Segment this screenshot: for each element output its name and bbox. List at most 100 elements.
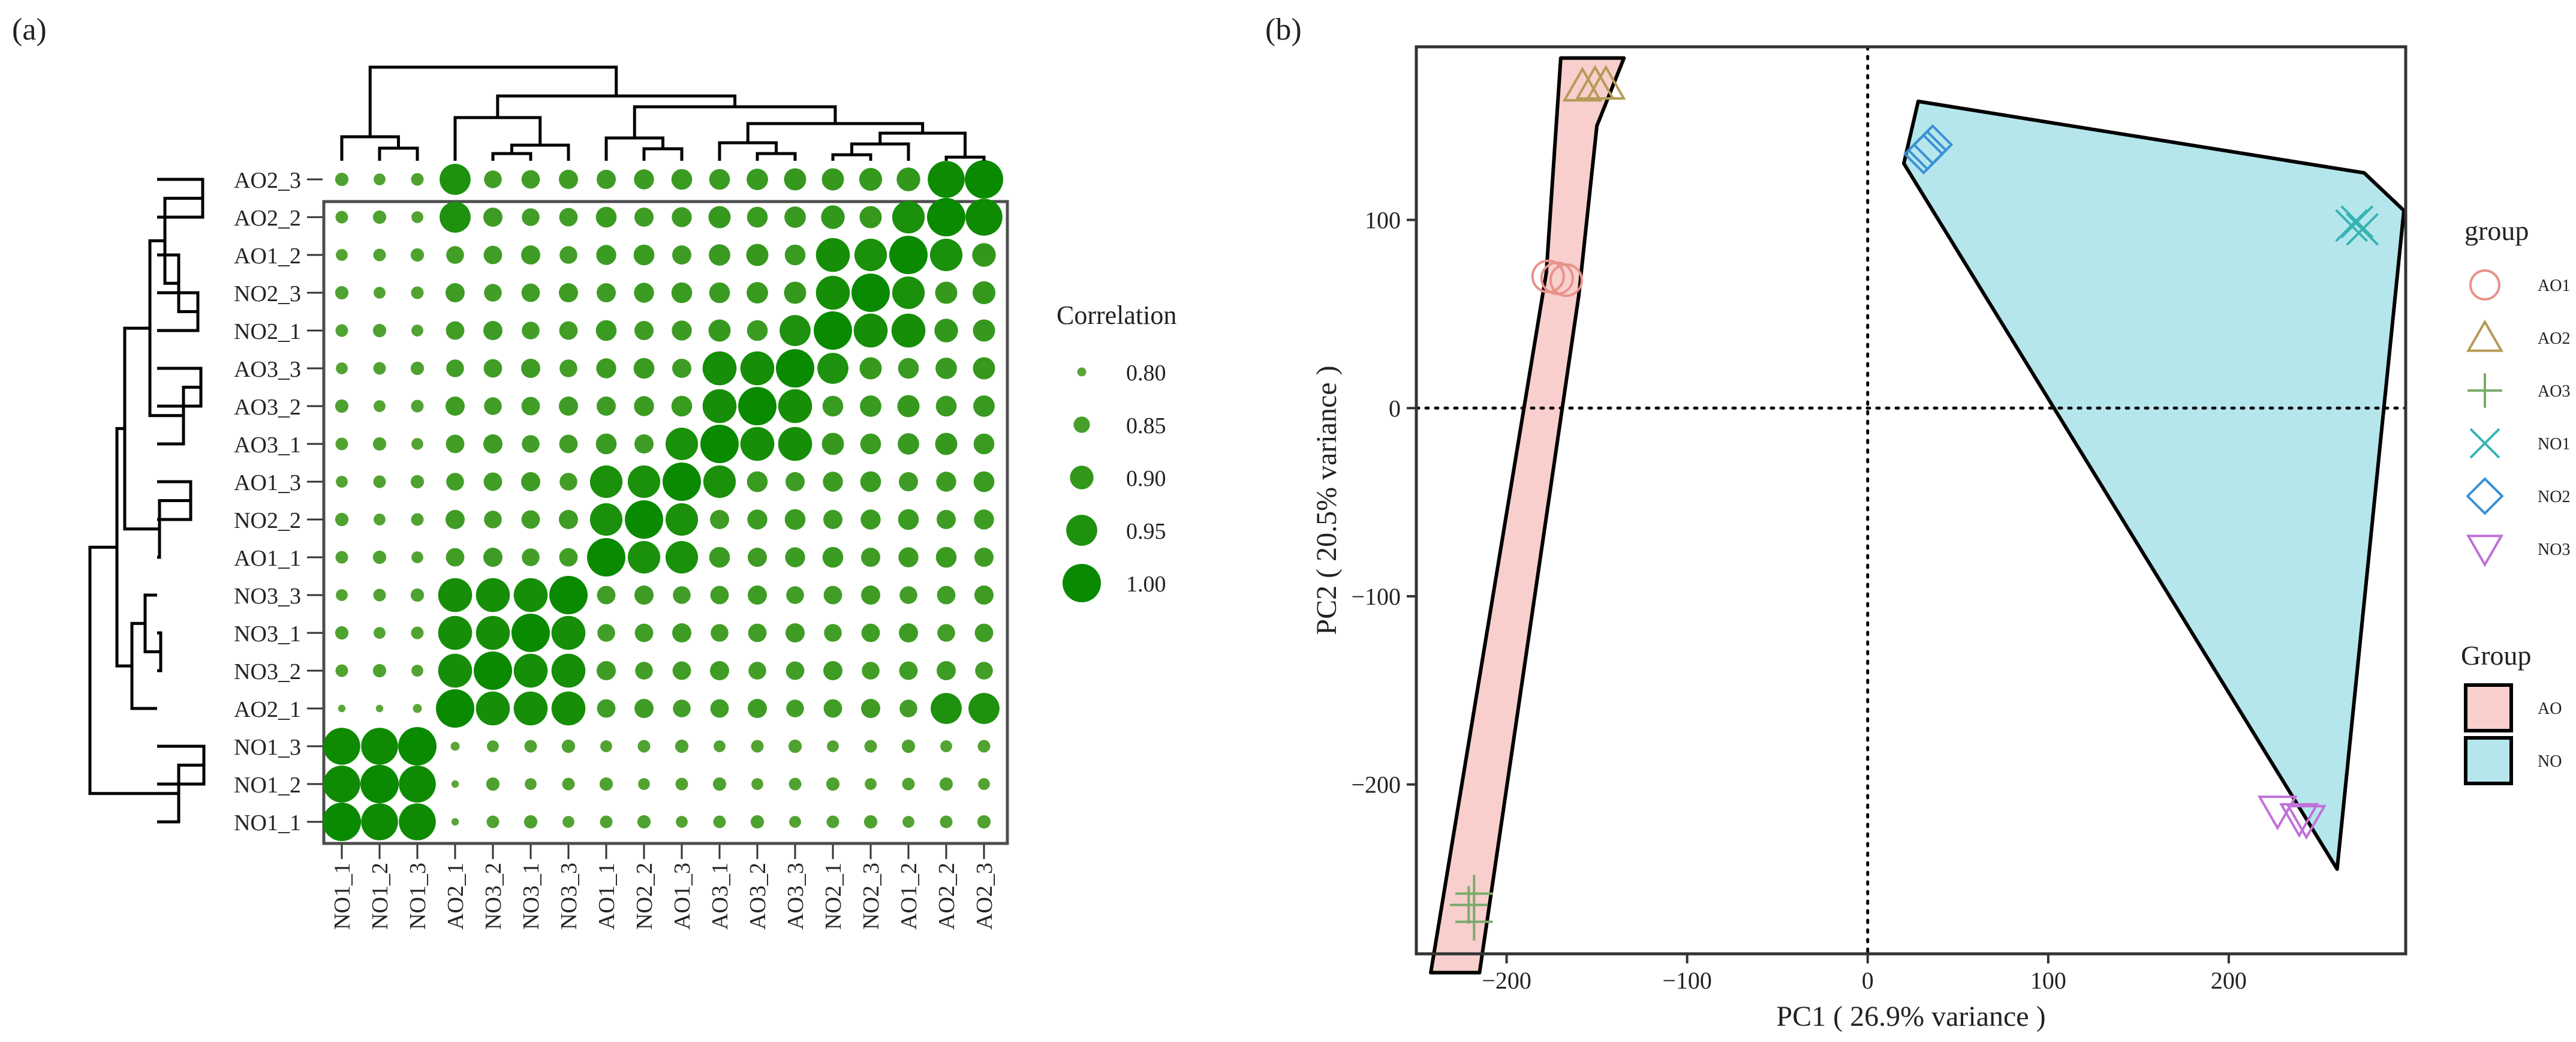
- bubble-NO1_2-AO2_3: [978, 778, 990, 790]
- col-label-AO3_3: AO3_3: [783, 863, 808, 930]
- bubble-NO1_1-NO1_3: [399, 803, 436, 840]
- bubble-AO3_2-NO1_3: [411, 400, 424, 413]
- row-label-AO1_2: AO1_2: [234, 244, 301, 269]
- col-label-NO1_1: NO1_1: [330, 863, 355, 930]
- panel-a-label: (a): [12, 13, 47, 47]
- bubble-AO3_2-AO1_1: [597, 397, 616, 416]
- bubble-NO3_3-NO2_1: [823, 585, 842, 605]
- bubble-AO2_3-AO1_1: [597, 170, 616, 189]
- bubble-NO1_1-NO3_3: [562, 816, 574, 828]
- bubble-AO1_2-AO2_3: [972, 243, 996, 267]
- bubble-NO1_1-NO1_2: [361, 803, 398, 840]
- bubble-AO1_1-AO2_3: [974, 548, 994, 567]
- dendrograms: [88, 65, 986, 824]
- bubble-NO2_3-AO2_3: [972, 281, 996, 305]
- bubble-AO3_3-AO3_3: [776, 349, 814, 388]
- left-dendrogram-link: [163, 197, 203, 285]
- y-tick-label: 100: [1365, 207, 1401, 234]
- bubble-NO2_3-NO1_2: [374, 287, 386, 299]
- bubble-AO2_1-AO1_3: [673, 699, 691, 717]
- bubble-AO2_3-NO3_2: [484, 170, 502, 188]
- bubble-AO3_3-AO3_1: [702, 351, 737, 386]
- bubble-NO1_2-AO1_3: [675, 777, 688, 791]
- bubble-AO2_1-NO1_1: [338, 704, 346, 713]
- row-label-NO1_2: NO1_2: [234, 773, 301, 798]
- bubble-NO3_1-AO2_1: [438, 615, 473, 650]
- bubble-NO2_1-AO2_2: [934, 319, 958, 343]
- bubble-NO2_2-AO2_3: [974, 509, 994, 530]
- bubble-AO2_3-AO3_3: [784, 168, 806, 191]
- bubble-NO2_2-AO3_1: [710, 510, 729, 529]
- col-label-NO3_1: NO3_1: [519, 863, 544, 930]
- bubble-AO3_1-NO3_1: [522, 435, 540, 453]
- bubble-AO1_2-AO3_2: [746, 244, 769, 266]
- bubble-AO2_2-AO3_1: [708, 206, 731, 229]
- point-AO1-3: [1549, 263, 1583, 297]
- y-tick-label: −100: [1351, 583, 1401, 610]
- bubble-AO1_3-AO1_1: [589, 465, 623, 499]
- bubble-NO2_3-NO1_1: [335, 286, 349, 300]
- bubble-AO2_2-AO1_3: [672, 207, 692, 227]
- point-AO3-3: [1455, 903, 1493, 941]
- bubble-NO2_1-AO3_2: [747, 320, 768, 341]
- left-dendrogram-link: [143, 593, 161, 653]
- bubble-AO1_1-AO3_2: [748, 548, 767, 567]
- bubble-NO3_2-NO2_2: [635, 662, 653, 680]
- row-label-NO3_1: NO3_1: [234, 621, 301, 647]
- bubble-AO3_1-AO1_2: [898, 433, 919, 455]
- bubble-AO2_3-NO3_3: [559, 170, 578, 189]
- bubble-NO3_3-AO2_3: [974, 585, 994, 605]
- bubble-NO1_1-AO2_1: [451, 818, 459, 826]
- legend-label-1.00: 1.00: [1126, 572, 1166, 597]
- bubble-NO2_1-AO3_1: [708, 319, 731, 342]
- row-label-AO3_1: AO3_1: [234, 433, 301, 458]
- bubble-AO3_1-NO1_3: [411, 438, 423, 450]
- bubble-AO1_3-NO2_3: [860, 471, 881, 493]
- bubble-NO1_1-AO1_1: [600, 815, 613, 828]
- row-label-NO2_3: NO2_3: [234, 281, 301, 307]
- bubble-NO2_2-NO2_2: [625, 500, 663, 539]
- bubble-AO3_1-AO2_3: [973, 433, 995, 455]
- legend-bubble-0.85: [1073, 416, 1090, 433]
- bubble-AO1_3-NO3_3: [559, 473, 577, 491]
- bubble-NO3_3-AO2_2: [937, 585, 956, 605]
- bubble-AO3_2-NO2_1: [822, 395, 844, 417]
- bubble-AO3_1-NO3_2: [483, 434, 502, 454]
- bubble-AO1_2-NO2_1: [815, 238, 850, 272]
- bubble-NO3_3-NO2_3: [861, 585, 880, 605]
- bubble-AO1_3-AO2_1: [446, 473, 464, 491]
- bubble-AO1_2-AO1_3: [672, 245, 691, 265]
- bubble-AO3_1-NO3_3: [559, 434, 578, 454]
- bubble-AO1_3-NO1_3: [410, 475, 425, 489]
- bubble-NO3_3-NO1_3: [410, 588, 425, 602]
- bubble-AO3_2-AO2_3: [973, 395, 995, 417]
- row-label-AO2_1: AO2_1: [234, 697, 301, 722]
- bubble-AO1_1-AO1_1: [587, 538, 625, 576]
- bubble-AO3_1-AO3_1: [700, 425, 739, 463]
- bubble-AO3_2-AO1_2: [897, 395, 920, 418]
- bubble-AO1_1-NO1_2: [372, 550, 387, 564]
- pca-plot-border: [1415, 45, 2408, 956]
- bubble-NO2_3-AO2_2: [935, 281, 958, 304]
- bubble-NO1_2-AO3_3: [789, 777, 802, 791]
- bubble-NO1_2-AO3_1: [712, 777, 727, 791]
- bubble-NO2_3-NO1_3: [411, 286, 424, 299]
- bubble-AO2_2-NO3_2: [483, 208, 502, 227]
- bubble-AO1_1-NO3_2: [483, 548, 502, 567]
- bubble-AO3_2-NO2_3: [860, 395, 881, 417]
- bubble-NO1_1-NO1_1: [323, 803, 361, 841]
- row-label-AO1_3: AO1_3: [234, 470, 301, 496]
- bubble-AO3_1-AO2_2: [935, 433, 958, 455]
- bubble-NO2_1-NO1_1: [335, 324, 348, 337]
- bubble-AO3_2-NO3_1: [521, 397, 540, 416]
- y-tick-label: 0: [1389, 395, 1401, 422]
- bubble-NO3_2-AO1_3: [672, 661, 691, 680]
- bubble-NO3_1-NO3_2: [476, 615, 510, 650]
- bubble-NO3_2-NO2_1: [823, 661, 842, 680]
- bubble-NO1_2-NO3_3: [562, 777, 575, 791]
- bubble-NO3_1-NO2_3: [861, 623, 880, 642]
- bubble-NO3_2-AO3_2: [748, 662, 766, 680]
- bubble-AO2_3-AO2_3: [965, 160, 1003, 199]
- point-NO1-3: [2340, 205, 2374, 239]
